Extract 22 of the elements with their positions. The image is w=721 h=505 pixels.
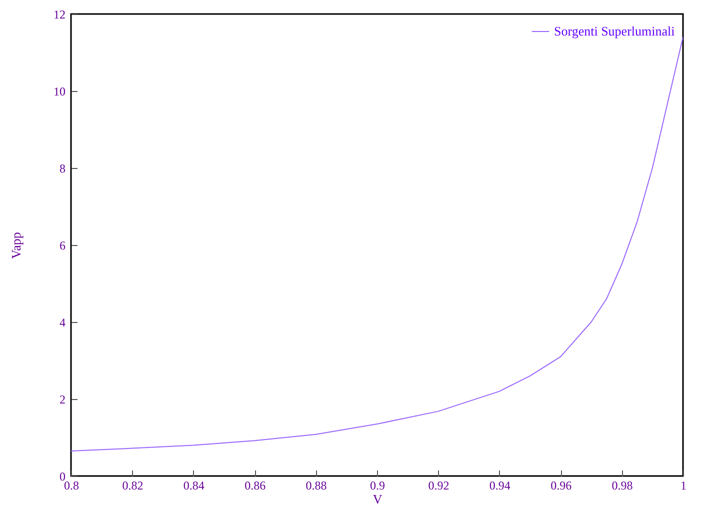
y-tick-label: 8 bbox=[60, 162, 66, 176]
x-tick-label: 0.84 bbox=[183, 478, 204, 492]
x-tick-label: 0.9 bbox=[370, 478, 385, 492]
y-tick-label: 0 bbox=[60, 470, 66, 484]
line-series bbox=[71, 36, 683, 452]
x-tick-label: 0.86 bbox=[244, 478, 266, 492]
y-tick-label: 2 bbox=[60, 392, 66, 406]
y-axis-title: Vapp bbox=[8, 232, 24, 259]
legend-label: Sorgenti Superluminali bbox=[554, 24, 676, 38]
x-tick-label: 0.98 bbox=[612, 478, 633, 492]
y-tick-label: 12 bbox=[54, 8, 66, 22]
x-axis-title: V bbox=[372, 492, 383, 505]
y-tick-label: 6 bbox=[60, 238, 66, 252]
x-tick-label: 0.92 bbox=[428, 478, 450, 492]
x-tick-label: 0.8 bbox=[64, 478, 79, 492]
y-tick-label: 10 bbox=[54, 84, 66, 98]
x-tick-label: 0.82 bbox=[122, 478, 144, 492]
x-tick-label: 0.96 bbox=[550, 478, 572, 492]
x-tick-label: 0.94 bbox=[489, 478, 510, 492]
y-tick-label: 4 bbox=[60, 316, 66, 330]
x-tick-label: 1 bbox=[680, 478, 686, 492]
x-tick-label: 0.88 bbox=[306, 478, 327, 492]
